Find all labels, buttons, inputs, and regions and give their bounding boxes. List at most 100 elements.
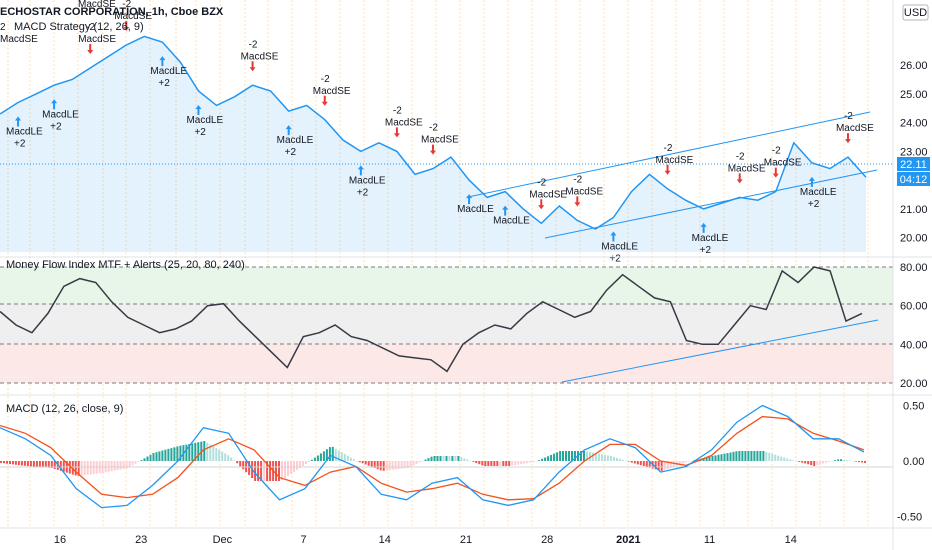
macd-hist-bar bbox=[206, 443, 208, 461]
price-tick-label: 26.00 bbox=[900, 60, 928, 72]
signal-qty: -2 bbox=[772, 146, 781, 157]
macd-hist-bar bbox=[377, 461, 379, 469]
macd-hist-bar bbox=[846, 460, 848, 461]
macd-hist-bar bbox=[460, 457, 462, 461]
macd-hist-bar bbox=[858, 461, 860, 462]
short-entry-signal: MacdSE-2 bbox=[728, 151, 766, 183]
macd-hist-bar bbox=[547, 456, 549, 461]
macd-hist-bar bbox=[598, 454, 600, 461]
macd-hist-bar bbox=[499, 461, 501, 466]
macd-hist-bar bbox=[541, 459, 543, 461]
time-axis: 16 23 Dec 7 14 21 28 2021 11 14 bbox=[54, 534, 797, 546]
macd-hist-bar bbox=[774, 455, 776, 461]
price-tick-label: 23.00 bbox=[900, 146, 928, 158]
macd-hist-bar bbox=[440, 456, 442, 461]
price-tick-label: 20.00 bbox=[900, 233, 928, 245]
macd-hist-bar bbox=[75, 461, 77, 476]
arrow-down-icon bbox=[665, 165, 671, 175]
short-entry-signal: MacdSE-2 bbox=[836, 111, 874, 143]
macd-hist-bar bbox=[42, 461, 44, 467]
macd-hist-bar bbox=[197, 442, 199, 461]
time-tick-label: 11 bbox=[704, 534, 715, 546]
signal-label: MacdLE bbox=[800, 187, 837, 198]
macd-hist-bar bbox=[138, 461, 140, 462]
macd-hist-bar bbox=[801, 461, 803, 463]
time-tick-label: 14 bbox=[785, 534, 797, 546]
macd-hist-bar bbox=[735, 451, 737, 461]
short-entry-signal: MacdSE-2 bbox=[385, 105, 423, 137]
macd-hist-bar bbox=[783, 458, 785, 461]
macd-hist-bar bbox=[715, 455, 717, 461]
macd-hist-bar bbox=[619, 459, 621, 461]
macd-hist-bar bbox=[191, 443, 193, 461]
macd-hist-bar bbox=[756, 451, 758, 461]
macd-hist-bar bbox=[466, 460, 468, 462]
mfi-axis: 80.0060.0040.0020.00 bbox=[900, 262, 928, 390]
macd-hist-bar bbox=[843, 460, 845, 461]
macd-hist-bar bbox=[389, 461, 391, 470]
macd-hist-bar bbox=[108, 461, 110, 472]
macd-hist-bar bbox=[484, 461, 486, 466]
mfi-tick-label: 20.00 bbox=[900, 378, 928, 390]
time-tick-label: 14 bbox=[379, 534, 391, 546]
signal-qty: +2 bbox=[158, 78, 170, 89]
signal-label: MacdSE bbox=[728, 163, 766, 174]
macd-hist-bar bbox=[834, 460, 836, 461]
macd-hist-bar bbox=[601, 454, 603, 461]
time-tick-label: Dec bbox=[213, 534, 233, 546]
macd-hist-bar bbox=[15, 461, 17, 465]
macd-hist-bar bbox=[523, 461, 525, 464]
macd-hist-bar bbox=[810, 461, 812, 465]
macd-hist-bar bbox=[153, 453, 155, 461]
price-tick-label: 24.00 bbox=[900, 118, 928, 130]
macd-hist-bar bbox=[30, 461, 32, 466]
macd-hist-bar bbox=[822, 461, 824, 464]
macd-hist-bar bbox=[428, 458, 430, 461]
macd-hist-bar bbox=[254, 461, 256, 481]
macd-hist-bar bbox=[141, 460, 143, 461]
macd-hist-bar bbox=[640, 461, 642, 465]
macd-hist-bar bbox=[368, 461, 370, 466]
macd-hist-bar bbox=[24, 461, 26, 466]
macd-hist-bar bbox=[383, 461, 385, 471]
price-axis: 26.0025.0024.0023.0022.0021.0020.00 bbox=[900, 60, 928, 245]
macd-hist-bar bbox=[825, 461, 827, 463]
macd-hist-bar bbox=[643, 461, 645, 466]
macd-hist-bar bbox=[27, 461, 29, 466]
macd-hist-bar bbox=[335, 449, 337, 461]
strategy-title: MACD Strategy (12, 26, 9) bbox=[14, 21, 144, 33]
macd-hist-bar bbox=[738, 451, 740, 461]
macd-hist-bar bbox=[314, 458, 316, 461]
macd-hist-bar bbox=[688, 461, 690, 462]
macd-hist-bar bbox=[320, 453, 322, 461]
mfi-tick-label: 40.00 bbox=[900, 339, 928, 351]
macd-hist-bar bbox=[36, 461, 38, 467]
macd-hist-bar bbox=[721, 454, 723, 461]
macd-hist-bar bbox=[6, 461, 8, 464]
cut-signal-top-label: MacdSE bbox=[78, 0, 116, 10]
macd-hist-bar bbox=[242, 461, 244, 469]
signal-qty: +2 bbox=[50, 121, 62, 132]
macd-hist-bar bbox=[454, 456, 456, 461]
macd-hist-bar bbox=[236, 461, 238, 463]
signal-label: MacdSE bbox=[565, 186, 603, 197]
macd-hist-bar bbox=[395, 461, 397, 469]
macd-hist-bar bbox=[505, 461, 507, 466]
signal-label: MacdLE bbox=[601, 242, 638, 253]
macd-hist-bar bbox=[401, 461, 403, 469]
macd-tick-label: 0.00 bbox=[903, 456, 924, 468]
macd-hist-bar bbox=[21, 461, 23, 466]
macd-hist-bar bbox=[287, 461, 289, 476]
macd-hist-bar bbox=[281, 461, 283, 480]
macd-hist-bar bbox=[607, 455, 609, 461]
macd-hist-bar bbox=[158, 451, 160, 461]
macd-hist-bar bbox=[622, 460, 624, 461]
macd-hist-bar bbox=[33, 461, 35, 467]
short-entry-signal: MacdSE-2 bbox=[313, 74, 351, 106]
macd-hist-bar bbox=[308, 461, 310, 462]
macd-hist-bar bbox=[529, 461, 531, 463]
macd-hist-bar bbox=[332, 447, 334, 461]
price-tick-label: 25.00 bbox=[900, 89, 928, 101]
macd-hist-bar bbox=[604, 455, 606, 461]
macd-hist-bar bbox=[413, 461, 415, 465]
